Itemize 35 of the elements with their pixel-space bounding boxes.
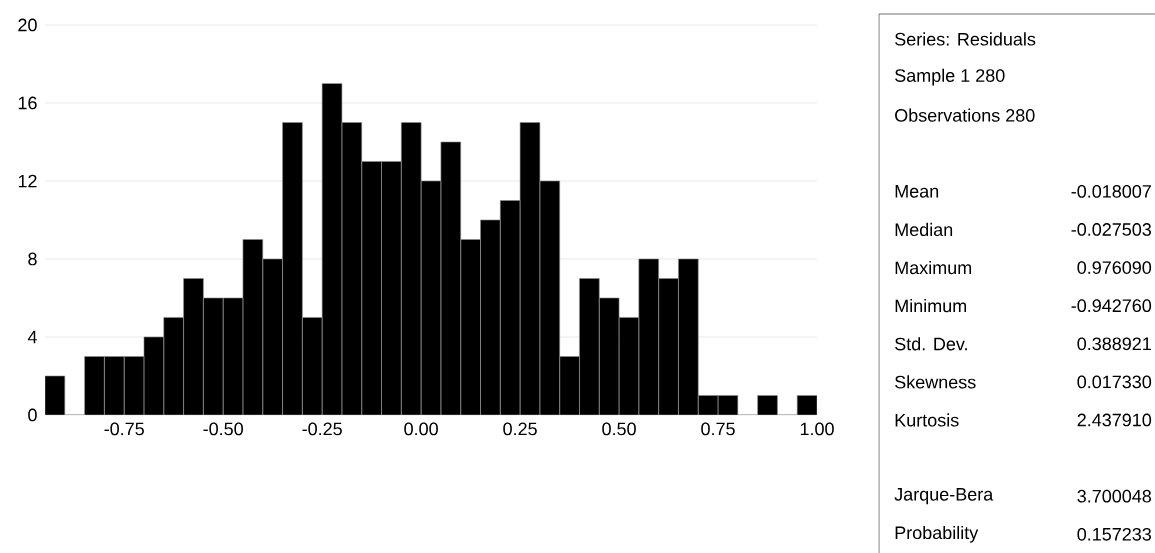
category-label: Jarque-Bera (894, 488, 994, 505)
x-tick-label: 1.00 (800, 422, 834, 436)
y-tick-label: 4 (27, 330, 37, 344)
text: -0.018007 (1071, 185, 1151, 198)
text: -0.027503 (1071, 223, 1151, 236)
y-tick-label: 12 (18, 174, 37, 188)
y-tick-label: 8 (28, 252, 37, 266)
text: Observations 280 (895, 108, 1035, 122)
text: 3.700048 (1077, 489, 1152, 503)
text: 0.017330 (1077, 375, 1152, 389)
text: Series: Residuals (895, 32, 1036, 46)
category-label: Skewness (895, 375, 976, 389)
x-tick-label: -0.25 (302, 422, 342, 436)
x-tick-label: 0.50 (602, 422, 636, 436)
y-tick-label: 16 (18, 96, 37, 110)
y-tick-label: 20 (18, 18, 37, 32)
category-label: Minimum (895, 299, 967, 313)
x-tick-label: 0.75 (701, 422, 735, 436)
text: 0.157233 (1077, 527, 1151, 541)
category-label: Probability (895, 525, 979, 543)
category-label: Mean (895, 185, 939, 198)
text: Sample 1 280 (895, 68, 1005, 86)
category-label: Median (895, 222, 953, 237)
category-label: Maximum (895, 260, 972, 275)
x-tick-label: -0.50 (203, 422, 243, 436)
x-tick-label: -0.75 (104, 422, 144, 436)
text: 0.976090 (1077, 261, 1152, 274)
text: 0.388921 (1077, 337, 1151, 351)
category-label: Std. Dev. (895, 337, 967, 351)
x-tick-label: 0.25 (503, 422, 537, 436)
text: -0.942760 (1071, 299, 1152, 313)
y-tick-label: 0 (28, 408, 37, 422)
category-label: Kurtosis (895, 413, 959, 427)
text: 2.437910 (1077, 413, 1152, 427)
x-tick-label: 0.00 (404, 422, 438, 436)
